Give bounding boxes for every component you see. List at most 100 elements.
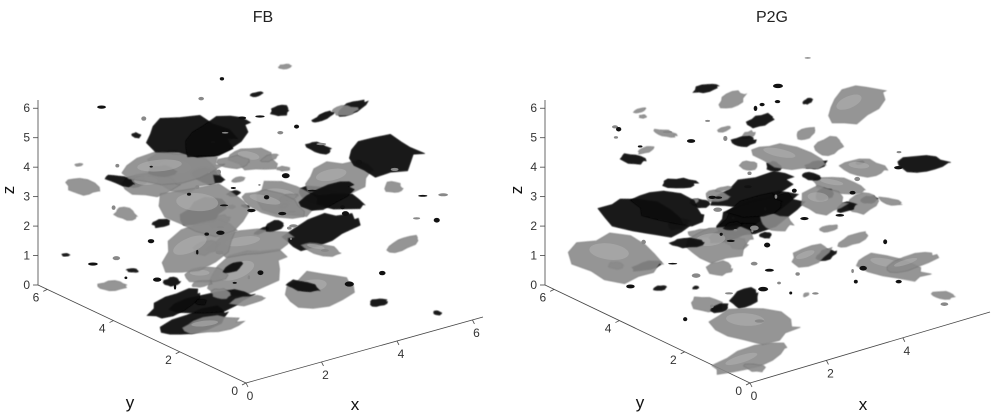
positive-isosurface-blob: [210, 288, 232, 300]
negative-isosurface-blob: [269, 104, 290, 117]
isosurface-fleck: [777, 281, 781, 285]
isosurface-fleck: [795, 272, 800, 276]
isosurface-fleck: [281, 173, 290, 179]
negative-isosurface-blob: [311, 110, 336, 123]
isosurface-blobs: [567, 57, 956, 375]
positive-isosurface-blob: [718, 90, 748, 109]
isosurface-fleck: [215, 250, 224, 255]
x-axis-label: x: [351, 395, 360, 414]
isosurface-fleck: [238, 116, 247, 120]
isosurface-fleck: [204, 232, 210, 236]
negative-isosurface-blob: [692, 83, 720, 94]
x-tick-label: 0: [751, 389, 758, 403]
isosurface-fleck: [277, 130, 284, 135]
positive-isosurface-blob: [74, 162, 84, 167]
negative-isosurface-blob: [162, 276, 182, 287]
isosurface-fleck: [641, 239, 646, 245]
isosurface-fleck: [413, 217, 421, 220]
z-axis-label: z: [0, 186, 18, 195]
isosurface-fleck: [153, 277, 162, 282]
isosurface-fleck: [257, 270, 264, 276]
isosurface-fleck: [708, 195, 716, 199]
x-tick-label: 6: [473, 326, 480, 340]
negative-isosurface-blob: [433, 310, 443, 316]
positive-isosurface-blob: [277, 63, 292, 70]
negative-isosurface-blob: [725, 192, 784, 218]
y-tick-label: 4: [605, 322, 612, 336]
positive-isosurface-blob: [331, 105, 360, 116]
isosurface-fleck: [286, 226, 292, 230]
isosurface-fleck: [686, 139, 696, 143]
isosurface-fleck: [198, 96, 204, 101]
positive-isosurface-blob: [716, 125, 731, 133]
negative-isosurface-blob: [104, 174, 135, 188]
z-tick-label: 6: [530, 101, 537, 115]
isosurface-fleck: [344, 281, 354, 287]
isosurface-fleck: [791, 188, 797, 193]
isosurface-fleck: [255, 115, 265, 118]
negative-isosurface-blob: [730, 135, 757, 148]
isosurface-fleck: [668, 262, 678, 265]
isosurface-fleck: [219, 204, 229, 207]
x-axis-label: x: [859, 395, 868, 414]
positive-isosurface-blob: [743, 363, 766, 373]
isosurface-fleck: [124, 276, 128, 280]
y-tick-label: 6: [33, 290, 40, 304]
z-tick-label: 5: [23, 131, 30, 145]
isosurface-fleck: [750, 261, 758, 266]
isosurface-fleck: [216, 230, 225, 235]
surface-highlight: [796, 250, 815, 260]
isosurface-fleck: [894, 165, 903, 170]
surface-highlight: [225, 236, 261, 247]
isosurface-fleck: [851, 269, 854, 274]
isosurface-fleck: [835, 213, 845, 217]
isosurface-fleck: [731, 216, 735, 220]
positive-isosurface-blob: [386, 234, 419, 253]
positive-isosurface-blob: [819, 224, 839, 233]
positive-isosurface-blob: [886, 252, 940, 273]
isosurface-fleck: [378, 270, 386, 276]
isosurface-fleck: [316, 142, 327, 146]
isosurface-fleck: [438, 193, 449, 197]
x-tick-mark: [826, 360, 829, 365]
negative-isosurface-blob: [759, 231, 772, 239]
isosurface-fleck: [287, 210, 296, 213]
isosurface-fleck: [723, 135, 728, 142]
isosurface-fleck: [719, 232, 723, 236]
positive-isosurface-blob: [191, 280, 213, 288]
isosurface-fleck: [149, 165, 153, 168]
isosurface-fleck: [800, 217, 809, 221]
negative-isosurface-blob: [298, 181, 355, 211]
positive-isosurface-blob: [231, 176, 247, 183]
surface-highlight: [249, 194, 281, 205]
isosurface-fleck: [258, 183, 261, 186]
y-tick-mark: [745, 382, 751, 386]
positive-isosurface-blob: [714, 185, 733, 192]
y-tick-label: 4: [99, 322, 106, 336]
isosurface-fleck: [289, 224, 298, 228]
isosurface-fleck: [773, 83, 783, 89]
y-axis-label: y: [636, 393, 645, 412]
isosurface-fleck: [849, 190, 856, 195]
z-tick-label: 3: [23, 190, 30, 204]
y-tick-label: 0: [231, 384, 238, 398]
negative-isosurface-blob: [151, 218, 171, 229]
isosurface-fleck: [940, 302, 949, 306]
isosurface-fleck: [221, 131, 229, 134]
isosurface-fleck: [637, 145, 643, 148]
negative-isosurface-blob: [897, 155, 951, 173]
isosurface-blobs: [61, 63, 449, 335]
surface-highlight: [807, 192, 829, 202]
positive-isosurface-blob: [930, 291, 956, 300]
surface-highlight: [137, 159, 182, 172]
isosurface-fleck: [726, 239, 735, 243]
isosurface-fleck: [626, 284, 635, 289]
x-axis-line: [749, 311, 991, 384]
negative-isosurface-blob: [349, 133, 426, 178]
isosurface-fleck: [263, 195, 270, 200]
y-tick-mark: [175, 351, 180, 355]
isosurface-fleck: [758, 286, 769, 292]
isosurface-fleck: [895, 279, 902, 284]
negative-isosurface-blob: [285, 279, 321, 293]
